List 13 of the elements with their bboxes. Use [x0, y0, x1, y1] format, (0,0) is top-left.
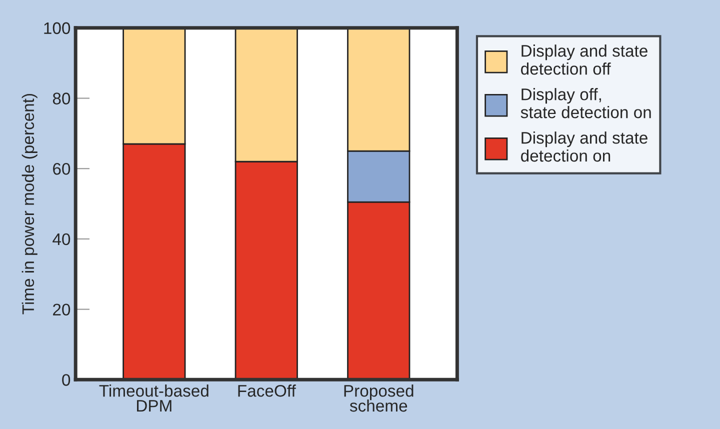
y-tick-label: 100 [44, 22, 70, 34]
x-tick-label: Proposed scheme [344, 384, 414, 412]
y-tick-label: 40 [52, 233, 70, 246]
y-tick-label: 20 [53, 304, 70, 316]
legend-label: Display off, state detection on [520, 88, 651, 118]
y-tick-label: 0 [62, 374, 70, 386]
legend-label: Display and state detection on [521, 132, 648, 162]
y-axis-title: Time in power mode (percent) [22, 94, 38, 314]
x-tick-label: FaceOff [238, 384, 296, 397]
y-tick-label: 80 [52, 92, 70, 104]
legend-label: Display and state detection off [521, 44, 648, 75]
y-tick-label: 60 [53, 163, 70, 175]
x-tick-label: Timeout-based DPM [99, 384, 208, 412]
